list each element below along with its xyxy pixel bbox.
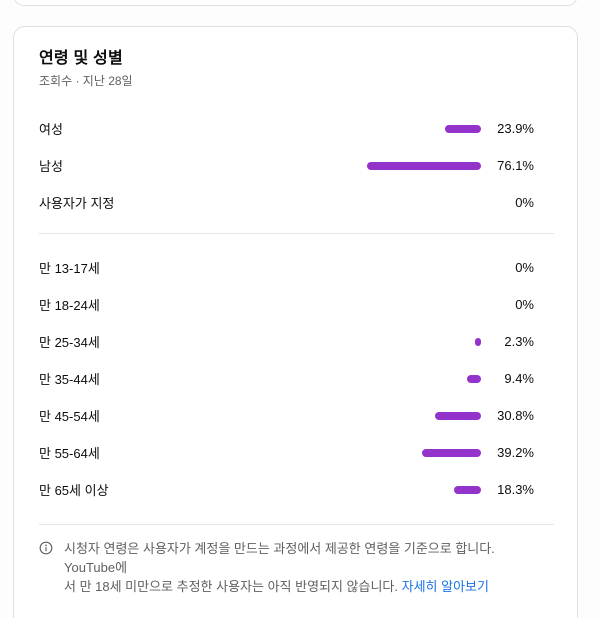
age-row-label: 만 35-44세 <box>39 372 100 387</box>
info-icon <box>39 541 53 555</box>
gender-row-label: 남성 <box>39 159 63 174</box>
age-row-value: 0% <box>515 260 534 275</box>
bar-track <box>331 337 481 346</box>
age-row: 만 13-17세 0% <box>39 249 534 286</box>
bar-track <box>331 161 481 170</box>
age-gender-analytics-card: 연령 및 성별 조회수 · 지난 28일 여성 23.9% 남성 76.1% 사용자가 … <box>13 26 578 618</box>
bar-track <box>331 124 481 133</box>
disclaimer-line1: 시청자 연령은 사용자가 계정을 만드는 과정에서 제공한 연령을 기준으로 합… <box>64 541 495 575</box>
gender-row-value: 23.9% <box>497 121 534 136</box>
age-row-label: 만 13-17세 <box>39 261 100 276</box>
previous-card-bottom-edge <box>13 0 578 6</box>
age-row-label: 만 25-34세 <box>39 335 100 350</box>
age-row-value: 18.3% <box>497 482 534 497</box>
gender-row: 여성 23.9% <box>39 110 534 147</box>
age-row-value: 9.4% <box>504 371 534 386</box>
age-bar <box>435 411 481 420</box>
age-row: 만 45-54세 30.8% <box>39 397 534 434</box>
bar-track <box>331 485 481 494</box>
gender-row-value: 0% <box>515 195 534 210</box>
age-row-label: 만 65세 이상 <box>39 483 109 498</box>
card-title: 연령 및 성별 <box>39 50 123 67</box>
gender-row-label: 여성 <box>39 122 63 137</box>
age-rows-section: 만 13-17세 0% 만 18-24세 0% 만 25-34세 2.3% 만 35-44세… <box>39 249 534 508</box>
bar-track <box>331 264 481 272</box>
age-bar <box>454 485 481 494</box>
age-row-value: 30.8% <box>497 408 534 423</box>
gender-row: 사용자가 지정 0% <box>39 184 534 221</box>
gender-row: 남성 76.1% <box>39 147 534 184</box>
age-row-value: 39.2% <box>497 445 534 460</box>
gender-row-value: 76.1% <box>497 158 534 173</box>
learn-more-link[interactable]: 자세히 알아보기 <box>401 579 489 594</box>
age-bar <box>475 337 481 346</box>
age-row: 만 55-64세 39.2% <box>39 434 534 471</box>
age-bar <box>467 374 481 383</box>
gender-bar <box>367 161 481 170</box>
age-row: 만 25-34세 2.3% <box>39 323 534 360</box>
bar-track <box>331 199 481 207</box>
age-row: 만 65세 이상 18.3% <box>39 471 534 508</box>
gender-rows-section: 여성 23.9% 남성 76.1% 사용자가 지정 0% <box>39 110 534 221</box>
disclaimer-text: 시청자 연령은 사용자가 계정을 만드는 과정에서 제공한 연령을 기준으로 합… <box>64 539 546 596</box>
section-divider <box>39 524 554 525</box>
age-row: 만 35-44세 9.4% <box>39 360 534 397</box>
age-bar <box>422 448 481 457</box>
gender-bar <box>445 124 481 133</box>
card-subtitle: 조회수 · 지난 28일 <box>39 74 133 88</box>
age-row-value: 0% <box>515 297 534 312</box>
bar-track <box>331 374 481 383</box>
disclaimer-line2: 서 만 18세 미만으로 추정한 사용자는 아직 반영되지 않습니다. <box>64 579 402 594</box>
age-row-value: 2.3% <box>504 334 534 349</box>
section-divider <box>39 233 554 234</box>
age-row: 만 18-24세 0% <box>39 286 534 323</box>
age-row-label: 만 55-64세 <box>39 446 100 461</box>
bar-track <box>331 301 481 309</box>
gender-row-label: 사용자가 지정 <box>39 196 115 211</box>
age-row-label: 만 18-24세 <box>39 298 100 313</box>
age-row-label: 만 45-54세 <box>39 409 100 424</box>
bar-track <box>331 448 481 457</box>
bar-track <box>331 411 481 420</box>
audience-age-disclaimer: 시청자 연령은 사용자가 계정을 만드는 과정에서 제공한 연령을 기준으로 합… <box>39 539 546 596</box>
